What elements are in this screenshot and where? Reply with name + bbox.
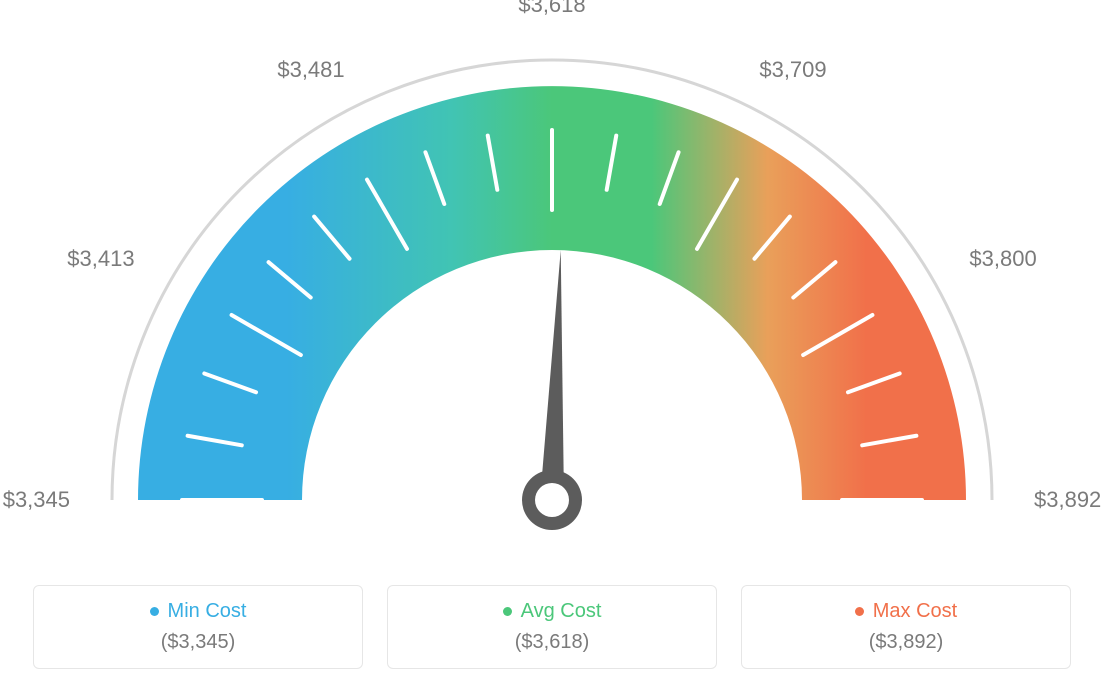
legend-dot-icon [503,607,512,616]
legend-title: Max Cost [855,600,957,623]
gauge-tick-label: $3,892 [1034,487,1101,513]
gauge-tick-label: $3,800 [969,246,1036,272]
gauge-tick-label: $3,709 [759,57,826,83]
legend-card-max-cost: Max Cost ($3,892) [741,585,1071,669]
gauge-needle-hub-hole [535,483,569,517]
gauge-tick-label: $3,345 [3,487,70,513]
legend-title-text: Max Cost [873,600,957,623]
cost-gauge-widget: $3,345 $3,413 $3,481 $3,618 $3,709 $3,800 $3,8… [0,0,1104,690]
legend-title: Avg Cost [503,600,602,623]
legend-dot-icon [855,607,864,616]
legend-value: ($3,892) [760,631,1052,654]
gauge-area: $3,345 $3,413 $3,481 $3,618 $3,709 $3,800 $3,8… [0,0,1104,560]
legend-dot-icon [150,607,159,616]
gauge-tick-label: $3,413 [67,246,134,272]
legend-value: ($3,618) [406,631,698,654]
legend-card-avg-cost: Avg Cost ($3,618) [387,585,717,669]
legend-row: Min Cost ($3,345) Avg Cost ($3,618) Max Cost… [0,585,1104,669]
gauge-svg [0,0,1104,560]
gauge-tick-label: $3,481 [277,57,344,83]
gauge-tick-label: $3,618 [518,0,585,18]
legend-title-text: Min Cost [168,600,247,623]
legend-title: Min Cost [150,600,247,623]
legend-title-text: Avg Cost [521,600,602,623]
gauge-needle [540,250,564,500]
legend-card-min-cost: Min Cost ($3,345) [33,585,363,669]
legend-value: ($3,345) [52,631,344,654]
